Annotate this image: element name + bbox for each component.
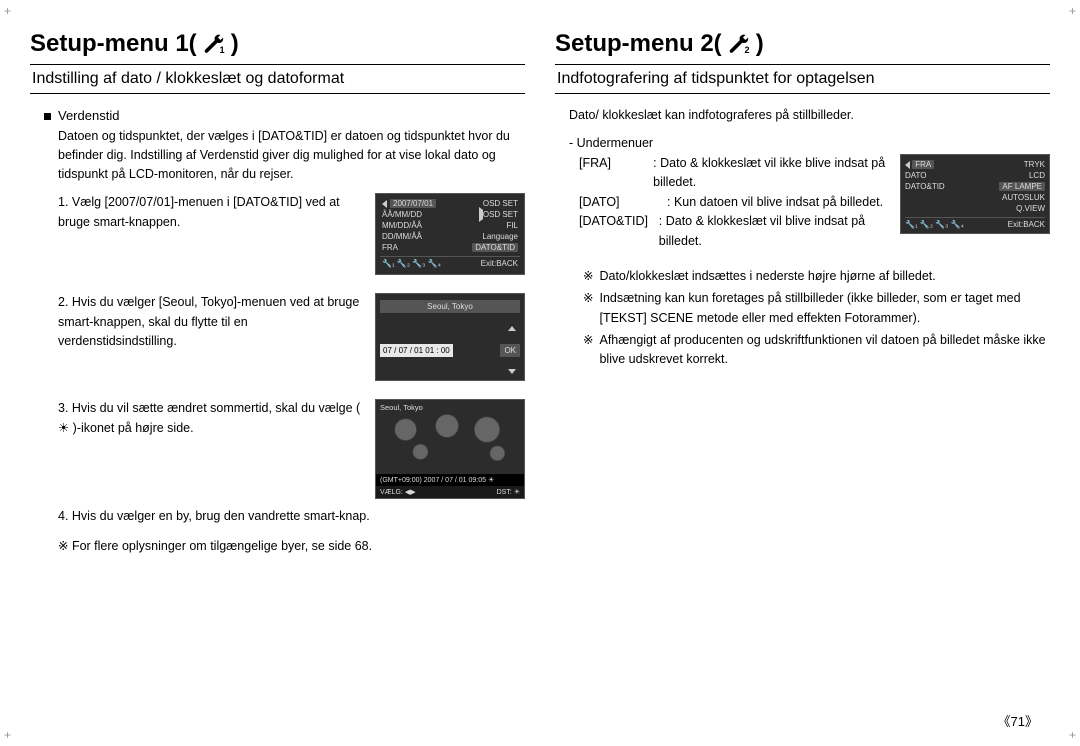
title-text: Setup-menu 1(	[30, 30, 197, 58]
crop-mark: +	[1069, 728, 1076, 742]
lcd4-r4: AUTOSLUK	[1002, 193, 1045, 202]
row-key: [DATO]	[579, 193, 667, 212]
lcd1-r5: DATO&TID	[472, 243, 518, 252]
lcd1-r3: FIL	[506, 221, 518, 230]
lcd1-l2: ÅÅ/MM/DD	[382, 210, 422, 219]
page-number: 《71》	[998, 711, 1038, 730]
lcd4-r1: TRYK	[1024, 160, 1045, 169]
lcd1-l5: FRA	[382, 243, 398, 252]
step-4: 4. Hvis du vælger en by, brug den vandre…	[58, 507, 525, 526]
down-arrow-icon	[508, 369, 516, 374]
step-2: 2. Hvis du vælger [Seoul, Tokyo]-menuen …	[58, 293, 525, 381]
crop-mark: +	[1069, 4, 1076, 18]
row-key: [DATO&TID]	[579, 212, 659, 251]
verdenstid-label: Verdenstid	[44, 108, 525, 123]
lcd1-l3: MM/DD/ÅÅ	[382, 221, 422, 230]
step-1: 1. Vælg [2007/07/01]-menuen i [DATO&TID]…	[58, 193, 525, 275]
note-text: Afhængigt af producenten og udskriftfunk…	[599, 331, 1050, 370]
up-arrow-icon	[508, 326, 516, 331]
svg-text:2: 2	[744, 45, 749, 55]
submenu-table: [FRA]: Dato & klokkeslæt vil ikke blive …	[579, 154, 888, 251]
right-column: Setup-menu 2( 2 ) Indfotografering af ti…	[555, 30, 1050, 556]
world-map-icon: Seoul, Tokyo	[376, 400, 524, 474]
title-suffix: )	[231, 30, 239, 58]
lcd-screenshot-2: Seoul, Tokyo 07 / 07 / 01 01 : 00 OK	[375, 293, 525, 381]
lcd1-date: 2007/07/01	[390, 199, 436, 208]
svg-text:1: 1	[219, 45, 224, 55]
right-subtitle: Indfotografering af tidspunktet for opta…	[555, 64, 1050, 94]
lcd4-l1: FRA	[912, 160, 934, 169]
step-3: 3. Hvis du vil sætte ændret sommertid, s…	[58, 399, 525, 499]
wrench-icon: 1	[203, 33, 225, 55]
wrench-tiny-icon: 🔧₁ 🔧₂ 🔧₃ 🔧₄	[905, 220, 964, 229]
title-text-2: Setup-menu 2(	[555, 30, 722, 58]
asterisk-icon: ※	[583, 331, 593, 370]
step-3-text: 3. Hvis du vil sætte ændret sommertid, s…	[58, 399, 361, 438]
submenu-label: - Undermenuer	[569, 136, 1050, 150]
page: Setup-menu 1( 1 ) Indstilling af dato / …	[0, 0, 1080, 566]
wrench-tiny-icon: 🔧₁ 🔧₂ 🔧₃ 🔧₄	[382, 259, 441, 268]
note-item: ※Indsætning kan kun foretages på stillbi…	[583, 289, 1050, 328]
row-val: : Kun datoen vil blive indsat på billede…	[667, 193, 883, 212]
asterisk-icon: ※	[583, 289, 593, 328]
row-key: [FRA]	[579, 154, 653, 193]
submenu-block: [FRA]: Dato & klokkeslæt vil ikke blive …	[569, 154, 1050, 251]
row-val: : Dato & klokkeslæt vil ikke blive indsa…	[653, 154, 888, 193]
lcd-screenshot-1: 2007/07/01 OSD SET ÅÅ/MM/DD OSD SET MM/DD…	[375, 193, 525, 275]
lcd-screenshot-3: Seoul, Tokyo (GMT+09:00) 2007 / 07 / 01 …	[375, 399, 525, 499]
note-item: ※Afhængigt af producenten og udskriftfun…	[583, 331, 1050, 370]
row-val: : Dato & klokkeslæt vil blive indsat på …	[659, 212, 888, 251]
lcd3-gmt: (GMT+09:00) 2007 / 07 / 01 09:05 ☀	[380, 476, 494, 484]
lcd3-dst: DST: ☀	[497, 488, 520, 496]
table-row: [DATO]: Kun datoen vil blive indsat på b…	[579, 193, 888, 212]
note-text: Dato/klokkeslæt indsættes i nederste høj…	[599, 267, 935, 286]
wrench-icon: 2	[728, 33, 750, 55]
step-1-text: 1. Vælg [2007/07/01]-menuen i [DATO&TID]…	[58, 193, 361, 232]
lcd1-r4: Language	[482, 232, 518, 241]
note-item: ※ Dato/klokkeslæt indsættes i nederste hø…	[583, 267, 1050, 286]
lcd4-r2: LCD	[1029, 171, 1045, 180]
step-2-text: 2. Hvis du vælger [Seoul, Tokyo]-menuen …	[58, 293, 361, 351]
lcd-screenshot-4: FRA TRYK DATO LCD DATO&TID AF LAMPE AUTOSLU…	[900, 154, 1050, 234]
lcd2-ok: OK	[500, 344, 520, 357]
lcd4-r3: AF LAMPE	[999, 182, 1045, 191]
intro-text: Datoen og tidspunktet, der vælges i [DAT…	[58, 127, 525, 183]
left-subtitle: Indstilling af dato / klokkeslæt og dato…	[30, 64, 525, 94]
lcd1-exit: Exit:BACK	[481, 259, 518, 268]
left-column: Setup-menu 1( 1 ) Indstilling af dato / …	[30, 30, 525, 556]
notes-list: ※ Dato/klokkeslæt indsættes i nederste hø…	[583, 267, 1050, 370]
title-suffix-2: )	[756, 30, 764, 58]
lcd3-city: Seoul, Tokyo	[380, 403, 423, 412]
table-row: [FRA]: Dato & klokkeslæt vil ikke blive …	[579, 154, 888, 193]
steps-list: 1. Vælg [2007/07/01]-menuen i [DATO&TID]…	[58, 193, 525, 556]
footnote: ※ For flere oplysninger om tilgængelige …	[58, 537, 525, 556]
lcd1-l4: DD/MM/ÅÅ	[382, 232, 422, 241]
lcd4-exit: Exit:BACK	[1008, 220, 1045, 229]
note-text: Indsætning kan kun foretages på stillbil…	[599, 289, 1050, 328]
lcd1-r2: OSD SET	[483, 210, 518, 219]
lcd2-city: Seoul, Tokyo	[380, 300, 520, 313]
lcd4-r5: Q.VIEW	[1016, 204, 1045, 213]
crop-mark: +	[4, 4, 11, 18]
lcd3-select: VÆLG: ◀▶	[380, 488, 416, 496]
lcd4-l3: DATO&TID	[905, 182, 945, 191]
table-row: [DATO&TID]: Dato & klokkeslæt vil blive …	[579, 212, 888, 251]
lcd2-date: 07 / 07 / 01 01 : 00	[380, 344, 453, 357]
lcd4-l2: DATO	[905, 171, 926, 180]
crop-mark: +	[4, 728, 11, 742]
setup-menu-1-title: Setup-menu 1( 1 )	[30, 30, 525, 58]
step-4-text: 4. Hvis du vælger en by, brug den vandre…	[58, 507, 525, 526]
asterisk-icon: ※	[583, 267, 593, 286]
lcd1-r1: OSD SET	[483, 199, 518, 208]
right-intro: Dato/ klokkeslæt kan indfotograferes på …	[569, 108, 1050, 122]
setup-menu-2-title: Setup-menu 2( 2 )	[555, 30, 1050, 58]
